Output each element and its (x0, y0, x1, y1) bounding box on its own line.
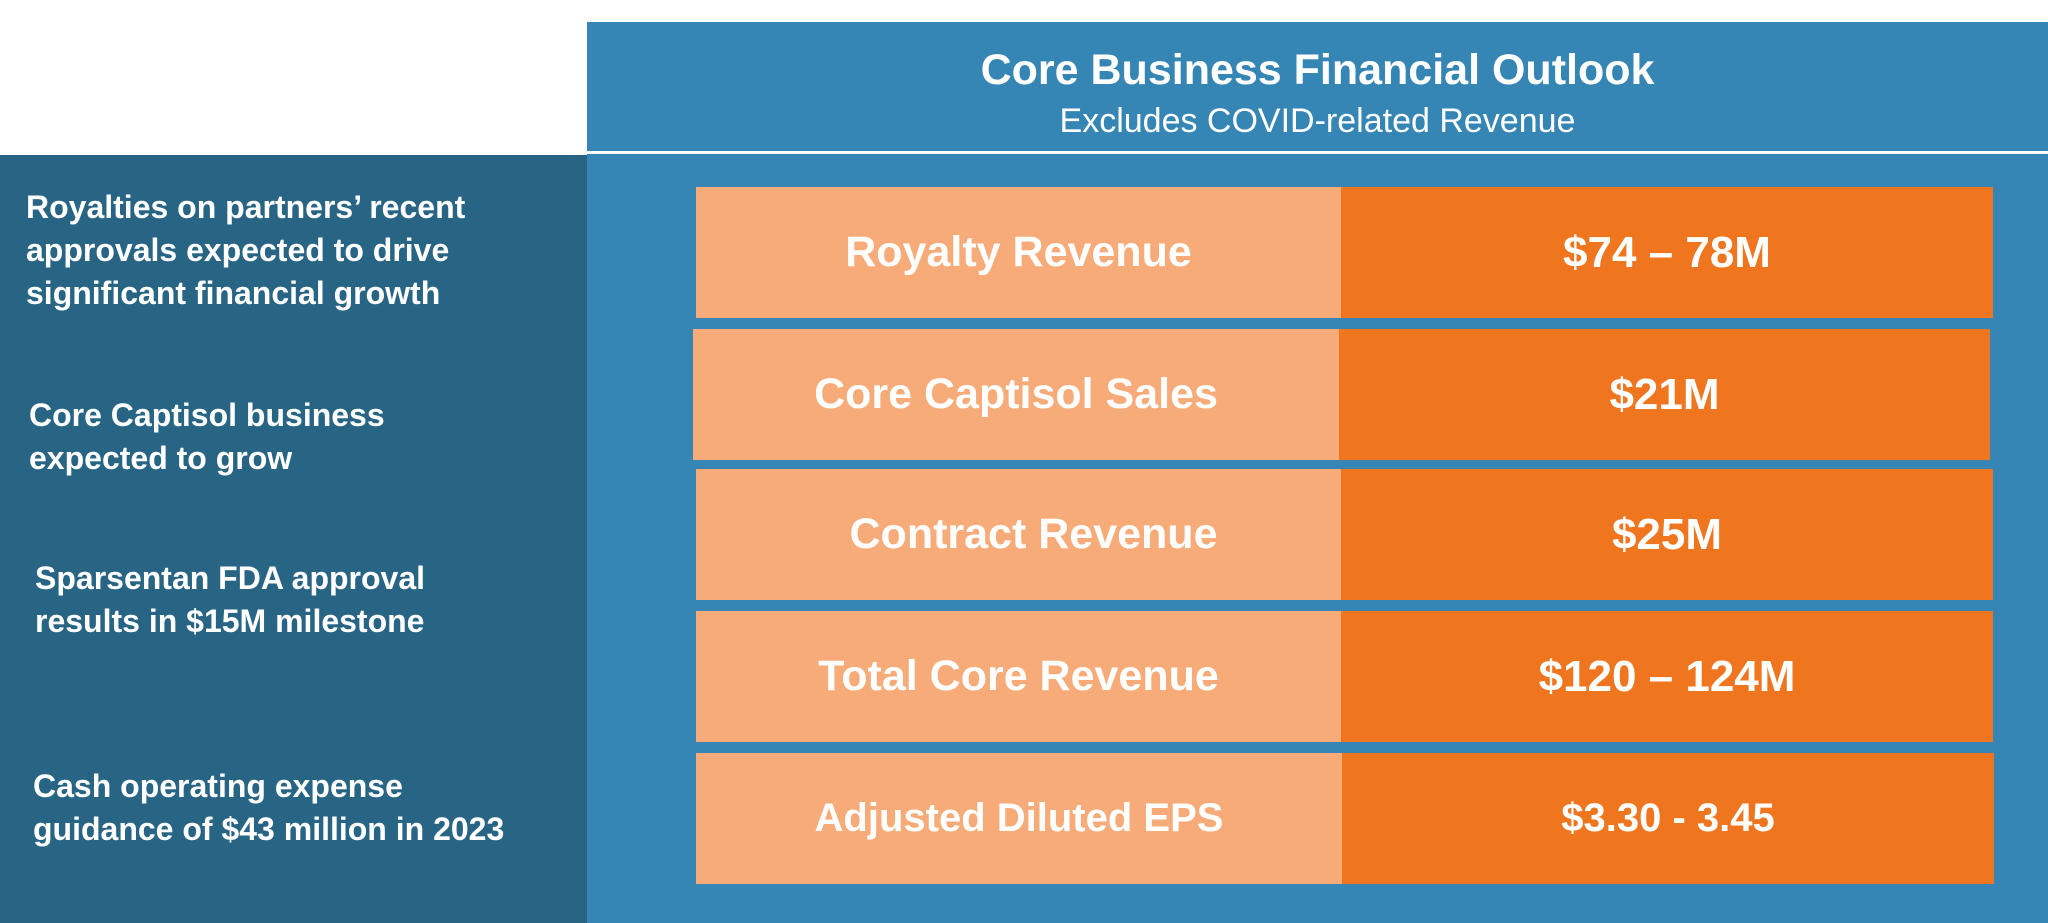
note-line: Cash operating expense (33, 768, 403, 804)
note-line: expected to grow (29, 440, 293, 476)
row-label: Contract Revenue (696, 469, 1341, 600)
row-adjusted-eps: Adjusted Diluted EPS $3.30 - 3.45 (696, 753, 1994, 884)
row-value: $25M (1341, 469, 1993, 600)
header-divider (587, 151, 2048, 154)
row-total-core-revenue: Total Core Revenue $120 – 124M (696, 611, 1993, 742)
note-line: Core Captisol business (29, 397, 385, 433)
note-cash-opex: Cash operating expense guidance of $43 m… (33, 765, 504, 851)
note-line: significant financial growth (26, 275, 441, 311)
note-line: Royalties on partners’ recent (26, 189, 466, 225)
note-sparsentan: Sparsentan FDA approval results in $15M … (35, 557, 425, 643)
row-value: $3.30 - 3.45 (1342, 753, 1994, 884)
note-line: results in $15M milestone (35, 603, 425, 639)
note-line: guidance of $43 million in 2023 (33, 811, 505, 847)
note-royalties: Royalties on partners’ recent approvals … (26, 186, 465, 315)
row-label: Adjusted Diluted EPS (696, 753, 1342, 884)
row-captisol-sales: Core Captisol Sales $21M (693, 329, 1990, 460)
row-label: Royalty Revenue (696, 187, 1341, 318)
notes-panel (0, 155, 587, 923)
note-line: approvals expected to drive (26, 232, 450, 268)
page-subtitle: Excludes COVID-related Revenue (1059, 102, 1576, 140)
row-contract-revenue: Contract Revenue $25M (696, 469, 1993, 600)
row-label: Total Core Revenue (696, 611, 1341, 742)
row-value: $74 – 78M (1341, 187, 1993, 318)
row-value: $120 – 124M (1341, 611, 1993, 742)
note-line: Sparsentan FDA approval (35, 560, 426, 596)
row-value: $21M (1339, 329, 1990, 460)
note-captisol: Core Captisol business expected to grow (29, 394, 385, 480)
row-label: Core Captisol Sales (693, 329, 1339, 460)
row-royalty-revenue: Royalty Revenue $74 – 78M (696, 187, 1993, 318)
page-title: Core Business Financial Outlook (980, 46, 1655, 94)
